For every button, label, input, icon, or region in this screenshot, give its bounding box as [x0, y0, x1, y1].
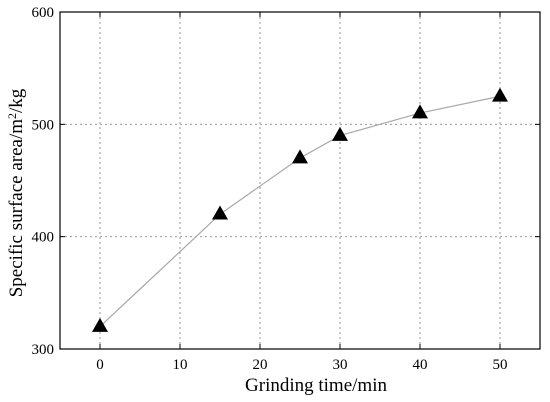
y-tick-label: 500 — [32, 117, 55, 133]
x-tick-label: 10 — [173, 357, 188, 373]
x-tick-label: 30 — [333, 357, 348, 373]
grid — [60, 12, 540, 349]
series-line — [99, 95, 501, 327]
x-axis-title: Grinding time/min — [245, 375, 387, 396]
x-tick-label: 20 — [253, 357, 268, 373]
series-markers — [92, 87, 508, 332]
x-tick-label: 40 — [413, 357, 428, 373]
y-axis-title: Specific surface area/m2/kg — [5, 88, 27, 297]
axis-ticks — [60, 11, 540, 350]
y-tick-label: 600 — [32, 5, 55, 21]
x-tick-label: 0 — [96, 357, 104, 373]
x-tick-label: 50 — [493, 357, 508, 373]
plot-frame — [59, 11, 541, 350]
data-point-marker — [212, 205, 228, 220]
y-axis-title-tail: /kg — [6, 88, 27, 113]
y-tick-label: 300 — [32, 342, 55, 358]
y-axis-title-superscript: 2 — [5, 113, 19, 119]
data-point-marker — [292, 149, 308, 164]
data-point-marker — [92, 317, 108, 332]
data-point-marker — [412, 104, 428, 119]
y-tick-label: 400 — [32, 230, 55, 246]
data-point-marker — [332, 126, 348, 141]
data-point-marker — [492, 87, 508, 102]
y-axis-title-main: Specific surface area/m — [6, 119, 27, 298]
x-tick-labels: 0 10 20 30 40 50 — [96, 357, 507, 373]
y-tick-labels: 300 400 500 600 — [32, 5, 55, 358]
